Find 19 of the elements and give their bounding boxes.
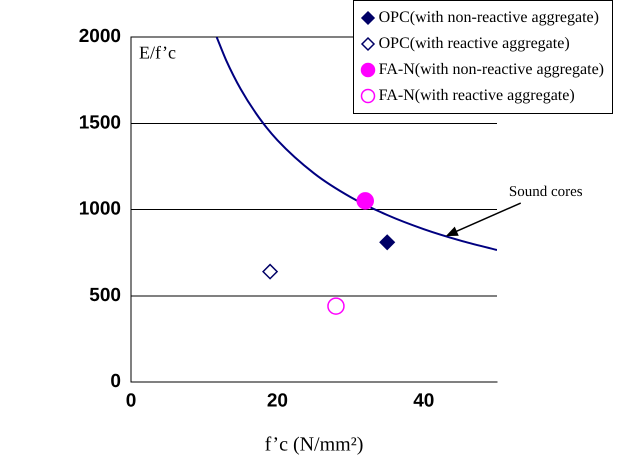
y-tick-label: 500 [89,284,121,306]
y-tick-label: 2000 [78,26,121,48]
point [379,234,395,250]
legend-label: FA-N(with reactive aggregate) [378,87,575,105]
legend-label: FA-N(with non-reactive aggregate) [378,61,604,79]
x-axis-title: f’c (N/mm²) [264,433,364,456]
point [262,264,278,280]
legend-label: OPC(with non-reactive aggregate) [378,9,599,27]
y-axis-title: E/f’c [139,42,176,63]
legend-label: OPC(with reactive aggregate) [378,35,570,53]
x-tick-label: 0 [126,390,136,412]
y-tick-label: 1000 [78,198,121,220]
x-tick-label: 40 [413,390,434,412]
point [356,192,374,210]
point [327,297,345,315]
y-tick-label: 1500 [78,112,121,134]
annotation: Sound cores [508,184,583,200]
x-tick-label: 20 [266,390,288,412]
y-tick-label: 0 [110,371,121,392]
